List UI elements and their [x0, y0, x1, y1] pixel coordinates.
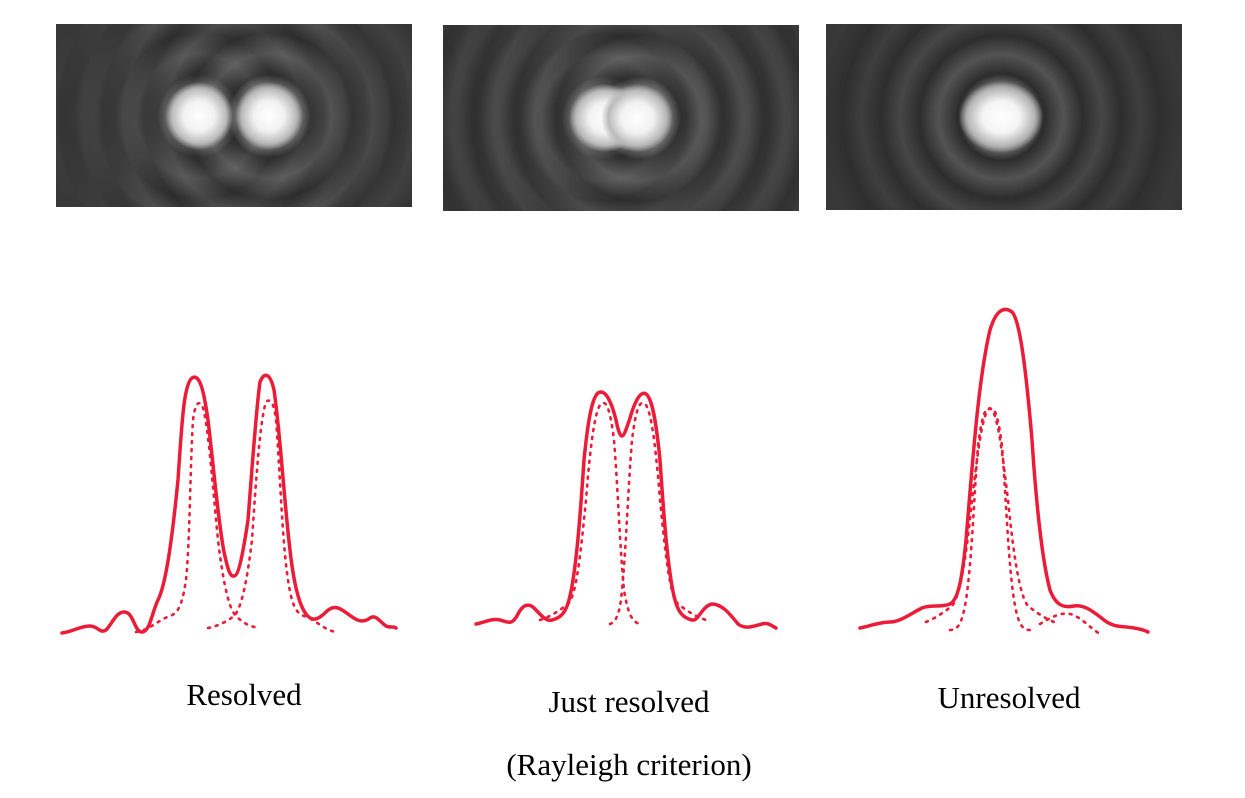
airy-pattern-unresolved-image: [826, 24, 1182, 210]
airy-pattern-just-resolved-image: [443, 25, 799, 211]
caption-rayleigh-criterion: (Rayleigh criterion): [506, 747, 752, 782]
unresolved-component-curves: [924, 407, 1102, 636]
unresolved-intensity-curve: [858, 307, 1150, 634]
resolved-intensity-curve: [60, 373, 398, 635]
airy-pattern-resolved-image: [56, 24, 412, 207]
resolved-component-curves: [134, 399, 338, 634]
caption-unresolved: Unresolved: [937, 680, 1081, 715]
caption-resolved: Resolved: [186, 677, 302, 712]
just-resolved-intensity-curve: [474, 390, 778, 630]
caption-just-resolved: Just resolved: [548, 684, 710, 719]
